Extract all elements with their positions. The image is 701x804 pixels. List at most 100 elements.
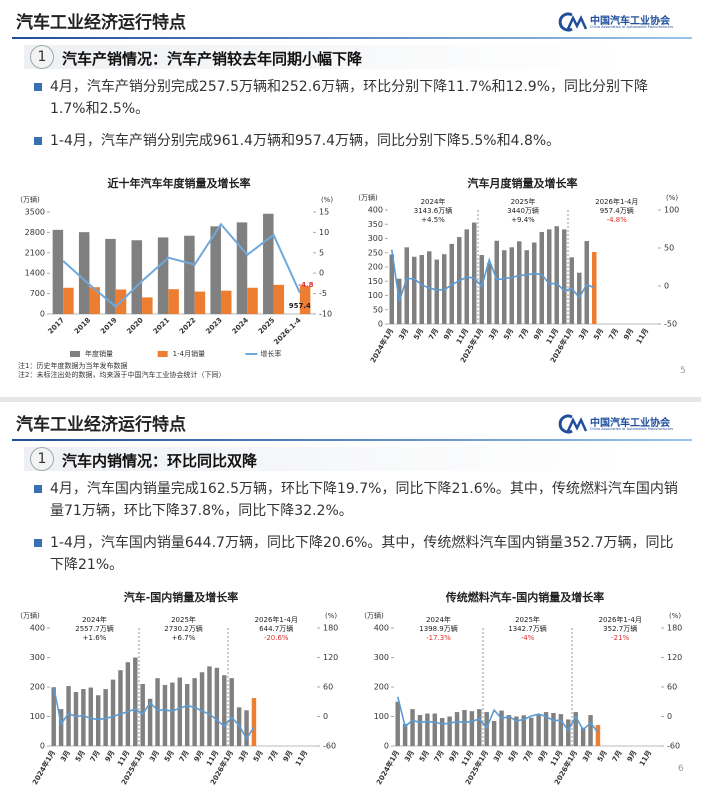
bullet-text: 1-4月，汽车国内销量644.7万辆，同比下降20.6%。其中，传统燃料汽车国内… [50, 535, 674, 573]
annotation: 2024年 [421, 197, 446, 206]
x-tick-label: 2021 [152, 316, 172, 336]
y2-unit: (%) [666, 194, 678, 202]
x-tick-label: 11月 [545, 327, 560, 346]
annotation: 2024年 [82, 615, 107, 624]
section-title: 汽车内销情况：环比同比双降 [62, 452, 258, 470]
y2-tick-label: -50 [664, 320, 677, 329]
y-tick-label: 400 [30, 624, 45, 633]
y-tick-label: 400 [368, 206, 383, 215]
y2-tick-label: 15 [319, 208, 329, 217]
bar [566, 719, 571, 746]
bar [51, 687, 56, 746]
bar [184, 684, 190, 746]
bar [199, 672, 205, 746]
bar [547, 229, 552, 324]
x-tick-label: 11月 [635, 327, 650, 346]
x-tick-label: 2022 [178, 316, 198, 336]
x-tick-label: 3月 [577, 327, 590, 341]
bar [263, 213, 274, 314]
bar [419, 255, 424, 324]
bullet-marker [34, 137, 42, 145]
header-rule [12, 37, 692, 39]
y2-tick-label: -10 [319, 310, 332, 319]
bullet: 1-4月，汽车国内销量644.7万辆，同比下降20.6%。其中，传统燃料汽车国内… [30, 532, 680, 576]
y-tick-label: 3500 [25, 208, 45, 217]
bar [454, 712, 460, 746]
legend-label: 增长率 [260, 349, 281, 358]
bar [222, 675, 227, 746]
bar [52, 229, 64, 314]
annotation: +4.5% [421, 216, 445, 224]
annotation: 2025年 [171, 615, 196, 624]
chart: 近十年汽车年度销量及增长率 (万辆) (%) 0 700 1400 2100 2800 3500… [20, 176, 333, 358]
bar [103, 689, 108, 746]
bar [110, 679, 116, 746]
x-tick-label: 5月 [592, 327, 605, 341]
chart-title: 近十年汽车年度销量及增长率 [108, 176, 251, 190]
annotation: 3440万辆 [507, 206, 539, 215]
bar [554, 226, 559, 324]
y2-tick-label: 0 [323, 712, 328, 721]
x-tick-label: 2025 [257, 316, 277, 336]
bullet-text: 1-4月，汽车产销分别完成961.4万辆和957.4万辆，同比分别下降5.5%和… [50, 133, 561, 149]
y-tick-label: 200 [30, 683, 45, 692]
x-tick-label: 2024年1月 [374, 749, 401, 787]
legend-label: 年度销量 [85, 349, 113, 358]
y-unit: (万辆) [20, 611, 40, 620]
x-tick-label: 3月 [487, 327, 500, 341]
bullet-list: 4月，汽车国内销量完成162.5万辆，环比下降19.7%，同比下降21.6%。其… [30, 478, 680, 586]
annotation: -17.3% [426, 634, 451, 642]
x-tick-label: 7月 [89, 749, 102, 763]
bullet-text: 4月，汽车产销分别完成257.5万辆和252.6万辆，环比分别下降11.7%和1… [50, 79, 649, 117]
bar [517, 241, 522, 324]
bar [389, 254, 394, 324]
bar [447, 716, 452, 746]
y2-tick-label: -5 [319, 289, 327, 298]
x-tick-label: 5月 [163, 749, 176, 763]
x-tick-label: 5月 [74, 749, 87, 763]
bar [592, 252, 597, 324]
bar [417, 715, 423, 746]
bar [573, 712, 578, 746]
y2-tick-label: 0 [667, 712, 672, 721]
data-label: 957.4 [289, 302, 311, 310]
bar [214, 667, 220, 746]
bar [299, 286, 311, 314]
chart-title: 汽车月度销量及增长率 [468, 176, 578, 190]
x-tick-label: 9月 [622, 327, 635, 341]
x-tick-label: 7月 [178, 749, 191, 763]
annotation: -20.6% [264, 634, 289, 642]
annotation: 2557.7万辆 [75, 624, 114, 633]
logo-icon [558, 12, 588, 32]
y-tick-label: 0 [384, 742, 389, 751]
annotation: -21% [611, 634, 629, 642]
line [396, 696, 599, 733]
x-tick-label: 2024年1月 [368, 327, 395, 365]
bar [105, 238, 116, 314]
x-tick-label: 3月 [397, 327, 410, 341]
y2-tick-label: 0 [319, 269, 324, 278]
x-tick-label: 2020 [125, 316, 145, 336]
x-tick-label: 9月 [442, 327, 455, 341]
annotation: 1398.9万辆 [419, 624, 458, 633]
bar [551, 712, 556, 746]
y-tick-label: 2800 [25, 228, 45, 237]
bar [462, 710, 467, 746]
y-tick-label: 300 [374, 653, 389, 662]
bar [472, 222, 477, 324]
bar [155, 678, 160, 746]
x-tick-label: 7月 [517, 327, 530, 341]
x-tick-label: 2019 [99, 316, 119, 336]
annotation: +6.7% [172, 634, 196, 642]
note: 注2：未标注出处的数据，均来源于中国汽车工业协会统计（下同） [18, 371, 226, 379]
x-tick-label: 3月 [581, 749, 594, 763]
x-tick-label: 7月 [267, 749, 280, 763]
bar [140, 684, 145, 746]
annotation: 2025年 [515, 615, 540, 624]
bar [88, 687, 94, 746]
x-tick-label: 9月 [193, 749, 206, 763]
bar [210, 226, 221, 314]
slide: 汽车工业经济运行特点 中国汽车工业协会 China Association of… [0, 0, 701, 397]
bar [89, 287, 100, 314]
annotation: 644.7万辆 [259, 624, 293, 633]
